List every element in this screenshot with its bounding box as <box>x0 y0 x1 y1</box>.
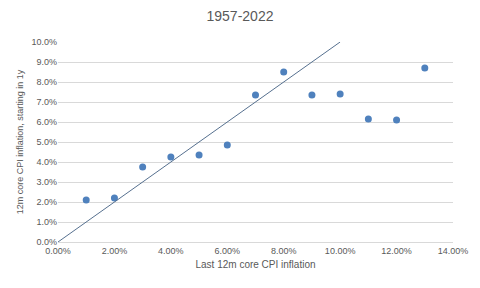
svg-text:14.00%: 14.00% <box>438 246 469 256</box>
svg-text:10.0%: 10.0% <box>31 37 57 47</box>
svg-text:0.00%: 0.00% <box>45 246 71 256</box>
svg-text:3.0%: 3.0% <box>36 177 57 187</box>
svg-text:4.0%: 4.0% <box>36 157 57 167</box>
svg-text:5.0%: 5.0% <box>36 137 57 147</box>
svg-text:2.00%: 2.00% <box>102 246 128 256</box>
svg-text:1957-2022: 1957-2022 <box>207 8 274 24</box>
svg-text:12m core CPI inflation, starti: 12m core CPI inflation, starting in 1y <box>15 69 25 214</box>
svg-text:10.00%: 10.00% <box>325 246 356 256</box>
svg-text:9.0%: 9.0% <box>36 57 57 67</box>
svg-text:7.0%: 7.0% <box>36 97 57 107</box>
svg-text:0.0%: 0.0% <box>36 237 57 247</box>
svg-text:2.0%: 2.0% <box>36 197 57 207</box>
svg-text:6.0%: 6.0% <box>36 117 57 127</box>
svg-text:6.00%: 6.00% <box>215 246 241 256</box>
svg-text:4.00%: 4.00% <box>158 246 184 256</box>
svg-text:12.00%: 12.00% <box>381 246 412 256</box>
svg-text:8.0%: 8.0% <box>36 77 57 87</box>
svg-text:8.00%: 8.00% <box>271 246 297 256</box>
svg-text:1.0%: 1.0% <box>36 217 57 227</box>
svg-text:Last 12m core CPI inflation: Last 12m core CPI inflation <box>195 259 315 270</box>
